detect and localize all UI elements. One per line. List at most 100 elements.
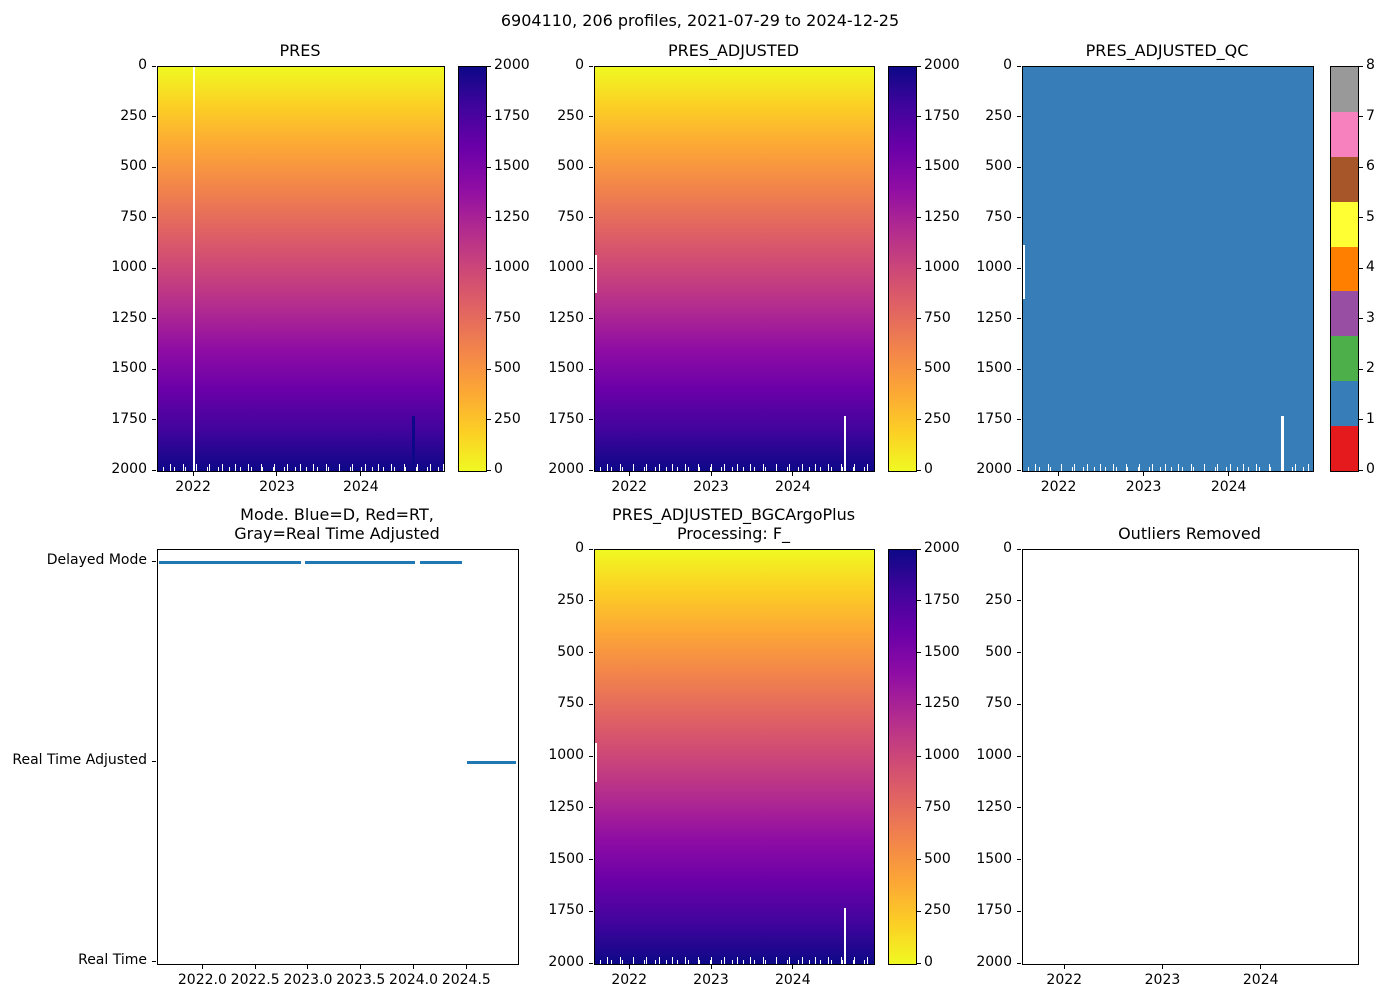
colorbar-pres_adjusted_bgc	[888, 549, 917, 965]
colorbar-tick-mark	[1359, 469, 1363, 471]
x-tick-mark	[1058, 472, 1060, 476]
y-tick-label: 1500	[548, 850, 584, 867]
y-tick-mark	[589, 217, 593, 218]
y-tick-label: 1750	[976, 410, 1012, 427]
colorbar-band	[1331, 291, 1358, 337]
y-tick-mark	[1017, 910, 1021, 912]
colorbar-tick-mark	[1359, 166, 1363, 168]
y-tick-label: 1250	[976, 309, 1012, 326]
y-tick-mark	[152, 318, 156, 319]
x-tick-label: 2022	[611, 479, 647, 495]
y-tick-label: 750	[557, 695, 584, 712]
mode-line-segment	[419, 560, 463, 564]
colorbar-tick-mark	[917, 65, 921, 67]
colorbar-tick-mark	[917, 652, 921, 653]
colorbar-tick-mark	[917, 267, 921, 269]
colorbar-pres_adjusted_qc	[1330, 66, 1359, 472]
y-tick-mark	[589, 755, 593, 757]
colorbar-tick-mark	[917, 217, 921, 218]
y-tick-mark	[1017, 962, 1021, 964]
y-tick-mark	[589, 807, 593, 809]
colorbar-tick-mark	[917, 419, 921, 420]
x-tick-mark	[1063, 965, 1065, 969]
colorbar-tick-label: 1000	[924, 259, 960, 275]
x-tick-label: 2024	[774, 479, 811, 495]
colorbar-tick-label: 1750	[494, 107, 530, 124]
y-tick-mark	[152, 560, 156, 562]
x-tick-label: 2023	[693, 972, 729, 988]
colorbar-tick-label: 0	[494, 461, 503, 477]
colorbar-tick-mark	[917, 469, 921, 471]
y-tick-mark	[1017, 166, 1021, 168]
y-tick-label: 1500	[976, 360, 1012, 376]
profile-bottom-jagged-edge	[1023, 464, 1313, 471]
y-tick-label: 2000	[111, 461, 147, 477]
colorbar-tick-mark	[1359, 368, 1363, 370]
edge-gap	[1023, 244, 1026, 300]
colorbar-tick-label: 2000	[924, 57, 960, 73]
y-tick-mark	[1017, 65, 1021, 67]
colorbar-tick-mark	[487, 166, 491, 168]
x-tick-mark	[276, 472, 278, 476]
y-tick-mark	[1017, 217, 1021, 218]
x-tick-label: 2022	[1046, 972, 1083, 988]
y-tick-mark	[589, 469, 593, 471]
y-tick-label: 1000	[976, 747, 1012, 763]
x-tick-label: 2022.0	[177, 972, 227, 988]
y-tick-mark	[152, 116, 156, 117]
x-tick-mark	[710, 965, 712, 969]
deep-profile-line	[412, 416, 416, 471]
y-tick-label: 0	[1003, 57, 1012, 73]
y-tick-mark	[589, 600, 593, 602]
panel-title-mode: Gray=Real Time Adjusted	[234, 524, 440, 543]
plot-area-pres_adjusted_qc	[1022, 66, 1314, 472]
colorbar-tick-label: 8	[1366, 57, 1375, 73]
colorbar-tick-label: 1000	[494, 259, 530, 275]
y-tick-mark	[589, 267, 593, 269]
colorbar-tick-label: 0	[924, 461, 933, 477]
x-tick-mark	[201, 965, 203, 969]
y-tick-mark	[589, 859, 593, 860]
colorbar-tick-mark	[917, 962, 921, 964]
y-tick-label: 250	[985, 591, 1012, 608]
y-tick-label: 2000	[976, 954, 1012, 970]
plot-area-pres	[157, 66, 445, 472]
colorbar-tick-label: 1750	[924, 591, 960, 608]
colorbar-tick-mark	[487, 116, 491, 117]
y-tick-mark	[589, 652, 593, 653]
colorbar-tick-mark	[1359, 116, 1363, 117]
y-tick-label: 1000	[548, 259, 584, 275]
y-tick-mark	[589, 962, 593, 964]
mode-line-segment	[467, 760, 516, 764]
x-tick-mark	[360, 965, 362, 969]
colorbar-tick-label: 2	[1366, 360, 1375, 376]
edge-gap	[595, 254, 598, 294]
colorbar-tick-label: 0	[1366, 461, 1375, 477]
colorbar-tick-mark	[487, 217, 491, 218]
y-tick-label: 750	[985, 208, 1012, 225]
y-tick-label: 1000	[111, 259, 147, 275]
colorbar-tick-label: 4	[1366, 259, 1375, 275]
plot-area-pres_adjusted_bgc	[594, 549, 875, 965]
y-tick-label: 1250	[548, 309, 584, 326]
y-tick-label: Real Time Adjusted	[12, 752, 147, 768]
y-tick-label: 1250	[548, 798, 584, 815]
colorbar-tick-mark	[917, 859, 921, 860]
y-tick-mark	[152, 368, 156, 370]
x-tick-label: 2024.5	[441, 972, 491, 988]
y-tick-label: Real Time	[78, 952, 147, 968]
y-tick-mark	[1017, 859, 1021, 860]
colorbar-tick-label: 250	[494, 410, 521, 427]
x-tick-mark	[792, 965, 794, 969]
panel-title-mode: Mode. Blue=D, Red=RT,	[240, 505, 434, 524]
x-tick-mark	[628, 965, 630, 969]
x-tick-label: 2024	[342, 479, 379, 495]
colorbar-tick-label: 0	[924, 954, 933, 970]
y-tick-label: 500	[557, 643, 584, 660]
colorbar-tick-label: 500	[924, 850, 951, 867]
colorbar-tick-label: 750	[494, 309, 521, 326]
colorbar-band	[1331, 67, 1358, 112]
y-tick-label: 500	[985, 158, 1012, 174]
y-tick-mark	[152, 267, 156, 269]
